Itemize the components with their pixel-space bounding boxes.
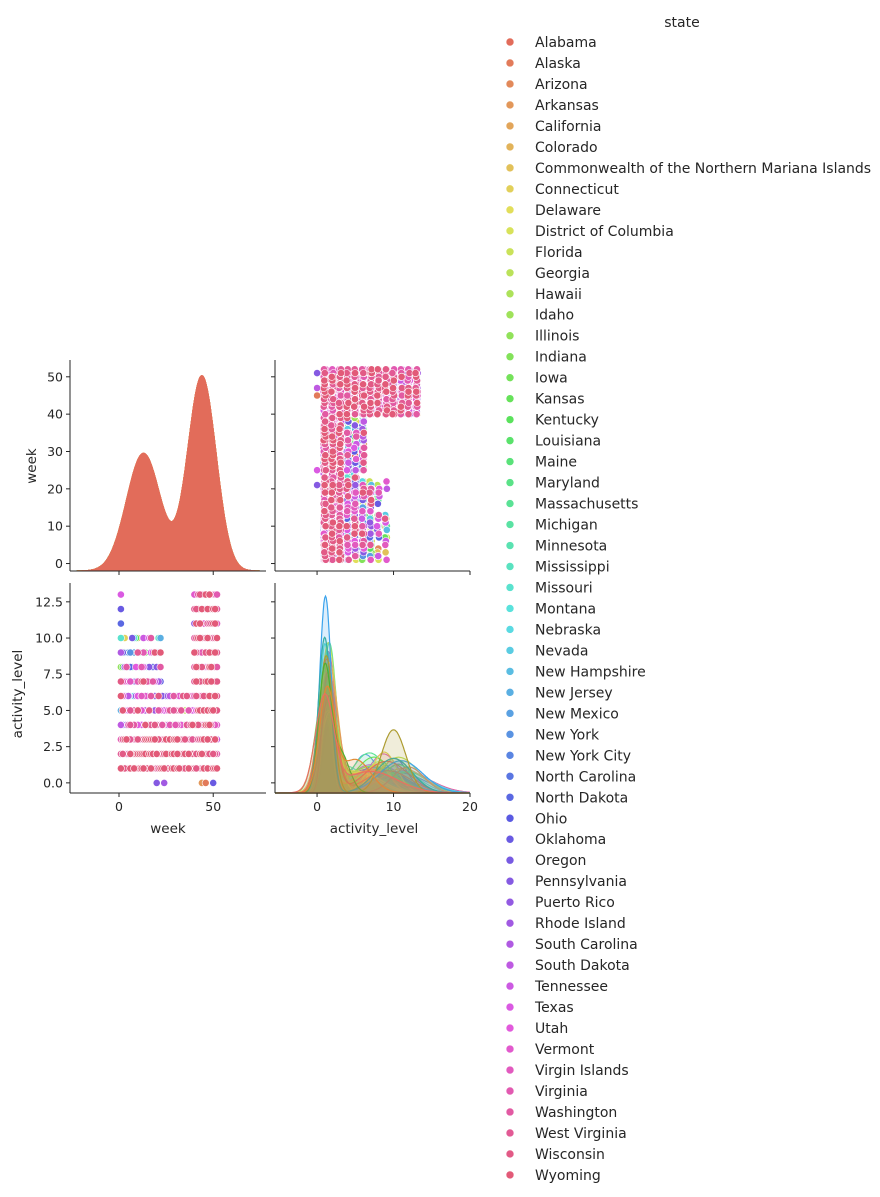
point-a-w	[350, 421, 359, 430]
point-a-w	[351, 541, 360, 549]
point-a-w	[366, 507, 375, 516]
point-a-w	[382, 477, 391, 486]
point-a-w	[358, 514, 366, 523]
point-a-w	[351, 488, 360, 497]
point-a-w	[351, 466, 360, 475]
panel-week-vs-activity	[313, 365, 422, 564]
point-a-w	[382, 526, 391, 534]
point-a-w	[366, 529, 375, 538]
kde-week-alabama	[70, 374, 266, 572]
panel-week-diag	[70, 374, 266, 572]
point-a-w	[358, 507, 367, 516]
point-a-w	[381, 541, 390, 549]
point-a-w	[373, 499, 382, 508]
point-a-w	[374, 529, 383, 538]
point-a-w	[373, 522, 381, 531]
point-a-w	[382, 484, 391, 493]
point-a-w	[344, 458, 353, 467]
point-a-w	[351, 481, 360, 489]
point-a-w	[381, 548, 390, 557]
point-a-w	[352, 455, 360, 463]
point-a-w	[366, 555, 375, 564]
point-a-w	[374, 552, 383, 560]
point-a-w	[382, 555, 391, 564]
point-a-w	[359, 417, 368, 426]
